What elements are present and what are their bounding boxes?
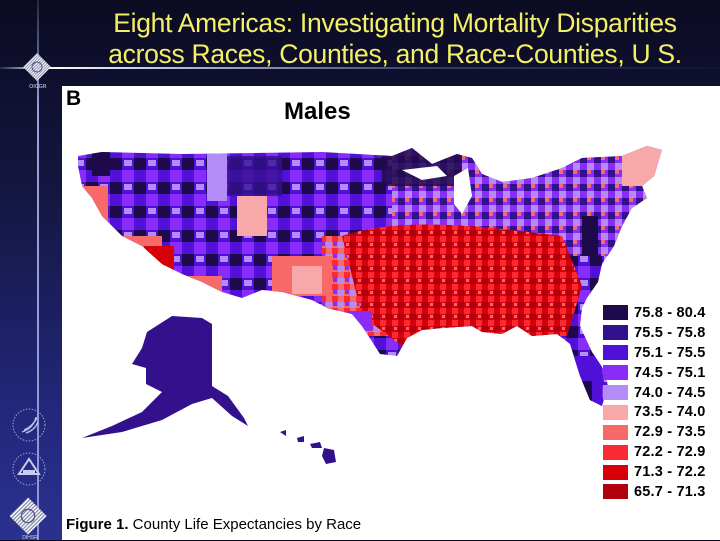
legend-swatch <box>603 444 628 460</box>
legend-label: 75.1 - 75.5 <box>634 344 706 361</box>
alaska-shape <box>82 316 248 438</box>
legend-swatch <box>603 385 628 400</box>
slide-title-line-2: across Races, Counties, and Race-Countie… <box>108 39 682 69</box>
legend-label: 72.2 - 72.9 <box>634 444 706 461</box>
us-county-life-expectancy-map <box>78 146 662 464</box>
figure-caption-number: Figure 1. <box>66 516 129 533</box>
nih-seal-icon <box>12 452 46 486</box>
legend-item: 74.0 - 74.5 <box>603 383 706 403</box>
legend-item: 75.5 - 75.8 <box>603 323 706 343</box>
legend-item: 75.8 - 80.4 <box>603 303 706 323</box>
figure-panel: B Males <box>62 86 720 540</box>
legend-swatch <box>603 325 628 341</box>
map-legend: 75.8 - 80.4 75.5 - 75.8 75.1 - 75.5 74.5… <box>603 303 706 502</box>
hhs-eagle-seal-icon <box>12 408 46 442</box>
legend-swatch <box>603 464 628 480</box>
slide-title-line-1: Eight Americas: Investigating Mortality … <box>113 8 677 38</box>
logo-label-top: OICGR <box>29 84 47 90</box>
legend-item: 74.5 - 75.1 <box>603 363 706 383</box>
legend-label: 74.0 - 74.5 <box>634 384 706 401</box>
legend-item: 73.5 - 74.0 <box>603 402 706 422</box>
legend-label: 71.3 - 72.2 <box>634 464 706 481</box>
legend-item: 65.7 - 71.3 <box>603 482 706 502</box>
panel-letter: B <box>66 87 82 110</box>
legend-label: 65.7 - 71.3 <box>634 483 706 500</box>
legend-item: 72.9 - 73.5 <box>603 422 706 442</box>
legend-swatch <box>603 484 628 500</box>
slide-title: Eight Americas: Investigating Mortality … <box>70 8 720 70</box>
legend-swatch <box>603 365 628 381</box>
logo-label-bottom: DIHSR <box>22 535 38 541</box>
legend-swatch <box>603 305 628 321</box>
legend-label: 75.8 - 80.4 <box>634 304 706 321</box>
legend-label: 74.5 - 75.1 <box>634 364 706 381</box>
figure-caption-text: County Life Expectancies by Race <box>128 516 362 533</box>
diamond-hatched-logo-icon <box>9 497 47 535</box>
figure-caption: Figure 1. County Life Expectancies by Ra… <box>66 516 361 533</box>
hawaii-shape <box>280 430 336 464</box>
figure-heading: Males <box>284 98 351 125</box>
decorative-vertical-rule <box>37 0 39 540</box>
decorative-horizontal-rule <box>0 67 720 69</box>
legend-swatch <box>603 345 628 361</box>
legend-label: 72.9 - 73.5 <box>634 424 706 441</box>
legend-item: 72.2 - 72.9 <box>603 442 706 462</box>
legend-label: 73.5 - 74.0 <box>634 404 706 421</box>
legend-item: 71.3 - 72.2 <box>603 462 706 482</box>
legend-label: 75.5 - 75.8 <box>634 324 706 341</box>
diamond-hatched-logo-icon <box>23 53 51 81</box>
legend-swatch <box>603 424 628 440</box>
legend-item: 75.1 - 75.5 <box>603 343 706 363</box>
legend-swatch <box>603 404 628 420</box>
